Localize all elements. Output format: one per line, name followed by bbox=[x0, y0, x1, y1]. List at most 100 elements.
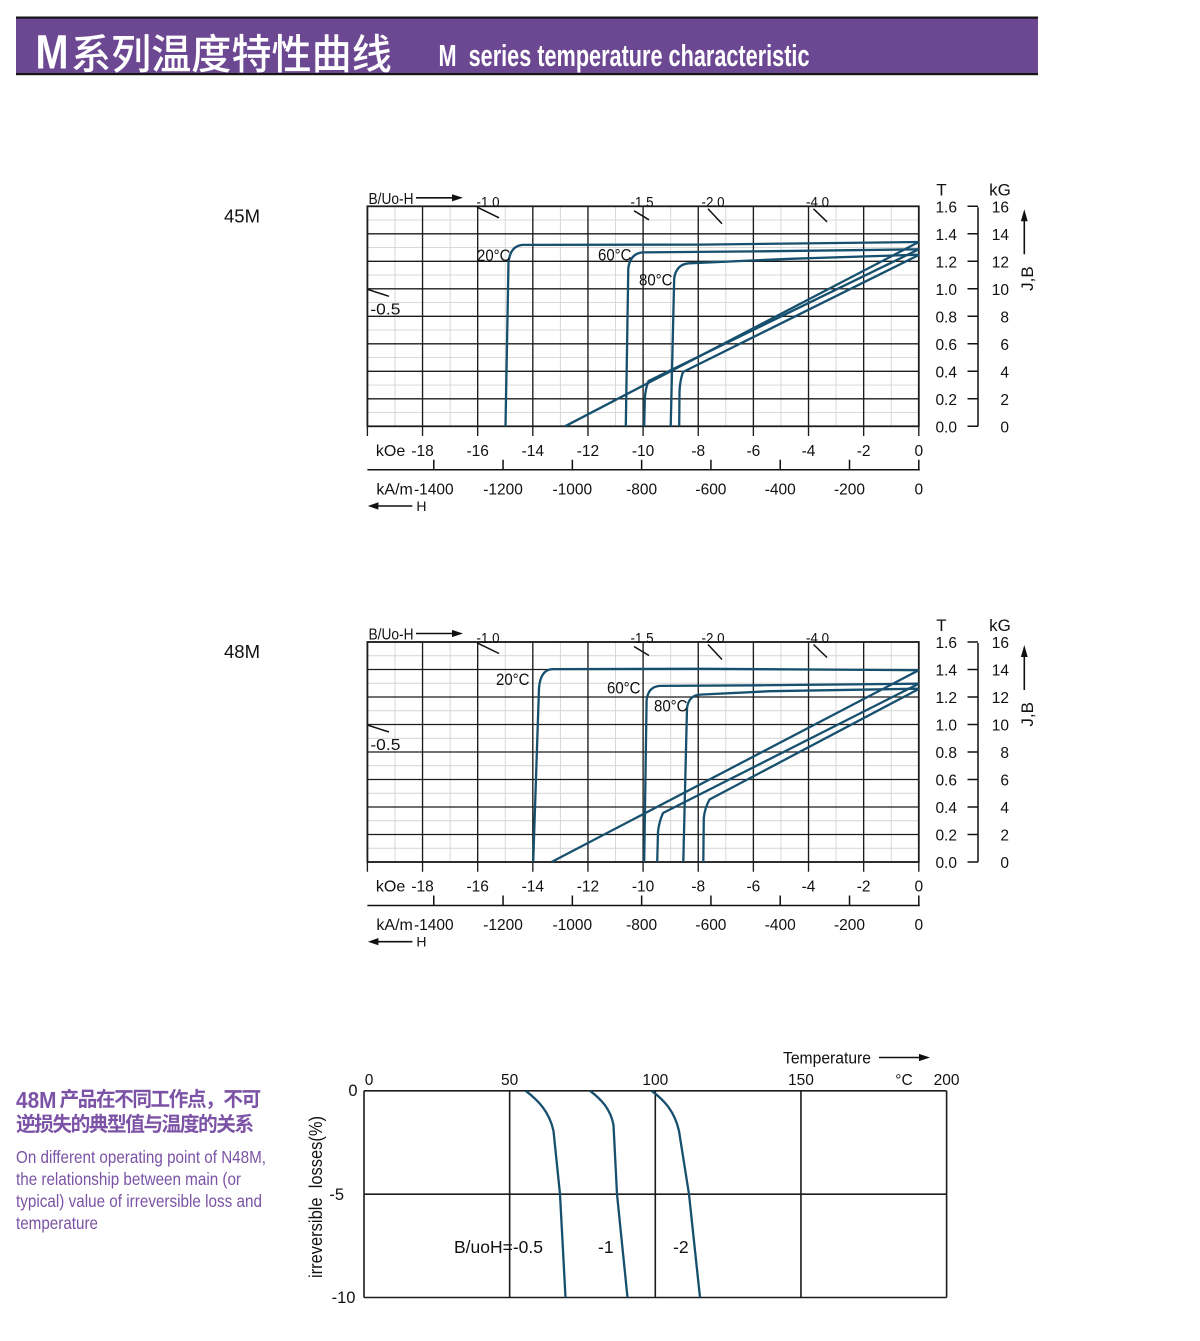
svg-text:-4.0: -4.0 bbox=[806, 630, 829, 647]
svg-text:-1200: -1200 bbox=[483, 917, 523, 934]
svg-text:4: 4 bbox=[1000, 364, 1009, 381]
svg-text:48M: 48M bbox=[16, 1087, 57, 1113]
svg-text:48M: 48M bbox=[224, 641, 260, 662]
svg-text:-1.0: -1.0 bbox=[477, 630, 500, 647]
svg-text:kA/m: kA/m bbox=[376, 481, 412, 498]
svg-text:-2: -2 bbox=[673, 1237, 689, 1257]
svg-text:60°C: 60°C bbox=[598, 246, 632, 265]
svg-text:6: 6 bbox=[1000, 337, 1009, 354]
svg-text:On different operating point o: On different operating point of N48M, bbox=[16, 1147, 266, 1167]
svg-text:0.0: 0.0 bbox=[935, 855, 957, 872]
svg-text:-4: -4 bbox=[802, 879, 816, 896]
svg-text:0.8: 0.8 bbox=[935, 309, 957, 326]
svg-text:1.0: 1.0 bbox=[935, 282, 957, 299]
svg-text:0: 0 bbox=[365, 1072, 374, 1089]
svg-text:kA/m: kA/m bbox=[376, 917, 412, 934]
svg-text:kOe: kOe bbox=[376, 443, 405, 460]
svg-text:-200: -200 bbox=[834, 917, 865, 934]
svg-text:10: 10 bbox=[992, 282, 1010, 299]
svg-text:1.6: 1.6 bbox=[935, 199, 957, 216]
svg-text:80°C: 80°C bbox=[639, 271, 673, 290]
svg-text:150: 150 bbox=[788, 1072, 814, 1089]
svg-text:10: 10 bbox=[992, 718, 1010, 735]
svg-text:Temperature: Temperature bbox=[783, 1049, 871, 1068]
svg-text:-5: -5 bbox=[329, 1186, 344, 1204]
svg-text:-0.5: -0.5 bbox=[370, 301, 400, 318]
svg-text:1.4: 1.4 bbox=[935, 663, 957, 680]
svg-text:6: 6 bbox=[1000, 773, 1009, 790]
svg-text:1.4: 1.4 bbox=[935, 227, 957, 244]
svg-text:-8: -8 bbox=[691, 443, 705, 460]
svg-text:-1.5: -1.5 bbox=[631, 630, 654, 647]
svg-text:-10: -10 bbox=[632, 879, 655, 896]
svg-text:-1000: -1000 bbox=[553, 917, 593, 934]
svg-text:8: 8 bbox=[1000, 309, 1009, 326]
svg-text:0: 0 bbox=[348, 1082, 357, 1100]
svg-text:45M: 45M bbox=[224, 205, 260, 226]
svg-text:H: H bbox=[416, 934, 426, 950]
svg-text:-1: -1 bbox=[598, 1237, 614, 1257]
svg-text:the relationship between main: the relationship between main (or bbox=[16, 1169, 241, 1189]
svg-text:-14: -14 bbox=[522, 443, 545, 460]
svg-text:0.2: 0.2 bbox=[935, 828, 957, 845]
svg-text:4: 4 bbox=[1000, 800, 1009, 817]
svg-text:-2.0: -2.0 bbox=[702, 194, 725, 211]
svg-text:-2: -2 bbox=[857, 443, 871, 460]
svg-text:14: 14 bbox=[992, 227, 1010, 244]
svg-text:-1400: -1400 bbox=[414, 481, 454, 498]
svg-text:-12: -12 bbox=[577, 443, 599, 460]
svg-text:0: 0 bbox=[914, 879, 923, 896]
svg-text:0.4: 0.4 bbox=[935, 364, 957, 381]
svg-text:-600: -600 bbox=[695, 481, 726, 498]
svg-text:14: 14 bbox=[992, 663, 1010, 680]
svg-text:50: 50 bbox=[501, 1072, 519, 1089]
svg-text:kOe: kOe bbox=[376, 879, 405, 896]
svg-text:B/Uo-H: B/Uo-H bbox=[369, 627, 414, 644]
svg-text:-12: -12 bbox=[577, 879, 599, 896]
svg-text:-1.5: -1.5 bbox=[631, 194, 654, 211]
svg-text:typical) value of irreversible: typical) value of irreversible loss and bbox=[16, 1191, 262, 1211]
svg-text:-800: -800 bbox=[626, 917, 657, 934]
svg-text:M: M bbox=[36, 27, 69, 80]
svg-text:20°C: 20°C bbox=[477, 246, 511, 265]
svg-text:°C: °C bbox=[895, 1072, 912, 1089]
svg-text:-6: -6 bbox=[746, 443, 760, 460]
svg-text:1.2: 1.2 bbox=[935, 690, 957, 707]
svg-text:-16: -16 bbox=[466, 879, 488, 896]
svg-text:-18: -18 bbox=[411, 443, 433, 460]
svg-text:1.0: 1.0 bbox=[935, 718, 957, 735]
svg-text:0: 0 bbox=[1000, 419, 1009, 436]
svg-text:-400: -400 bbox=[765, 481, 796, 498]
svg-text:B/uoH=-0.5: B/uoH=-0.5 bbox=[454, 1237, 543, 1257]
svg-text:12: 12 bbox=[992, 690, 1009, 707]
svg-text:0: 0 bbox=[914, 481, 923, 498]
svg-text:0: 0 bbox=[914, 917, 923, 934]
svg-text:-6: -6 bbox=[746, 879, 760, 896]
svg-text:J,B: J,B bbox=[1018, 266, 1037, 291]
svg-text:B/Uo-H: B/Uo-H bbox=[369, 191, 414, 208]
svg-text:-1200: -1200 bbox=[483, 481, 523, 498]
svg-text:0.2: 0.2 bbox=[935, 392, 957, 409]
svg-text:temperature: temperature bbox=[16, 1213, 98, 1233]
svg-text:0: 0 bbox=[914, 443, 923, 460]
svg-text:T: T bbox=[936, 180, 946, 199]
svg-text:0.4: 0.4 bbox=[935, 800, 957, 817]
svg-text:16: 16 bbox=[992, 635, 1009, 652]
svg-text:200: 200 bbox=[934, 1072, 960, 1089]
svg-text:-14: -14 bbox=[522, 879, 545, 896]
svg-text:irreversible losses(%): irreversible losses(%) bbox=[306, 1116, 326, 1278]
svg-text:0.6: 0.6 bbox=[935, 337, 957, 354]
svg-text:-18: -18 bbox=[411, 879, 433, 896]
svg-text:-10: -10 bbox=[332, 1289, 356, 1307]
svg-text:2: 2 bbox=[1000, 828, 1009, 845]
svg-text:J,B: J,B bbox=[1018, 702, 1037, 727]
svg-text:2: 2 bbox=[1000, 392, 1009, 409]
svg-text:kG: kG bbox=[989, 180, 1011, 199]
svg-text:H: H bbox=[416, 498, 426, 514]
svg-text:-2: -2 bbox=[857, 879, 871, 896]
svg-text:100: 100 bbox=[642, 1072, 668, 1089]
svg-text:kG: kG bbox=[989, 616, 1011, 635]
svg-text:0: 0 bbox=[1000, 855, 1009, 872]
svg-text:20°C: 20°C bbox=[496, 670, 530, 689]
svg-text:12: 12 bbox=[992, 254, 1009, 271]
